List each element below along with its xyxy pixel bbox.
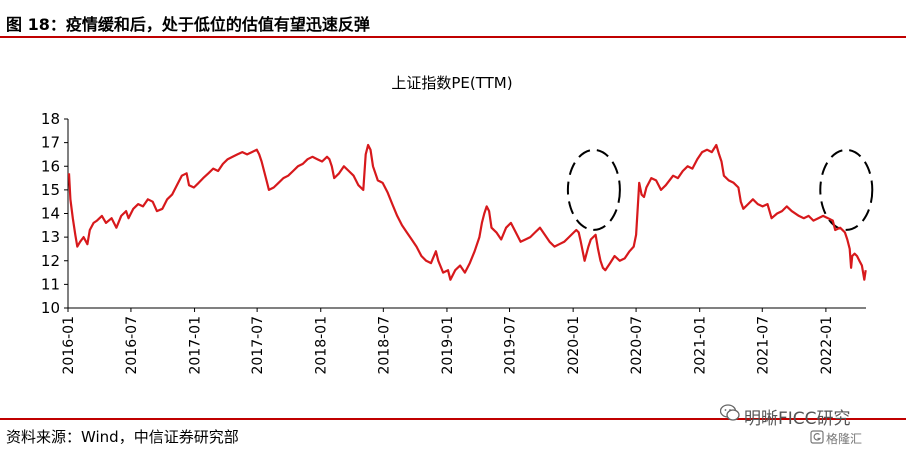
- chart-title: 上证指数PE(TTM): [391, 74, 512, 92]
- x-tick-label: 2022-01: [819, 316, 835, 375]
- footer-rule: [0, 418, 906, 420]
- y-tick-label: 15: [41, 181, 60, 199]
- y-tick-label: 13: [41, 228, 60, 246]
- x-tick-label: 2017-01: [188, 316, 204, 375]
- series-line-pe: [67, 143, 867, 281]
- x-tick-label: 2019-07: [503, 316, 519, 375]
- x-tick-label: 2018-07: [376, 316, 392, 375]
- watermark-sub: 格隆汇: [826, 432, 863, 446]
- annotation-ellipse: [566, 148, 621, 231]
- x-tick-label: 2016-07: [124, 316, 140, 375]
- gelonghui-logo-icon: [810, 430, 824, 444]
- x-tick-label: 2020-07: [629, 316, 645, 375]
- annotation-ellipse: [819, 148, 874, 231]
- y-tick-label: 18: [41, 110, 60, 128]
- chart-series: [67, 143, 867, 281]
- x-tick-label: 2017-07: [250, 316, 266, 375]
- y-tick-label: 11: [41, 275, 60, 293]
- watermark-name: 明晰FICC研究: [744, 409, 851, 429]
- wechat-icon: [720, 404, 740, 421]
- x-tick-label: 2021-07: [755, 316, 771, 375]
- x-tick-label: 2018-01: [314, 316, 330, 375]
- y-tick-label: 12: [41, 252, 60, 270]
- chart-annotations: [566, 148, 874, 231]
- x-tick-label: 2019-01: [440, 316, 456, 375]
- pe-line-chart: 上证指数PE(TTM) 10 11 12 13 14 15 16 17 18 2016-01 201…: [41, 74, 874, 375]
- x-tick-label: 2020-01: [566, 316, 582, 375]
- y-tick-label: 16: [41, 157, 60, 175]
- x-tick-label: 2016-01: [61, 316, 77, 375]
- y-tick-label: 14: [41, 205, 60, 223]
- x-tick-label: 2021-01: [693, 316, 709, 375]
- watermark: 明晰FICC研究 格隆汇: [720, 400, 900, 452]
- header-rule: [0, 36, 906, 38]
- figure-title: 图 18：疫情缓和后，处于低位的估值有望迅速反弹: [6, 15, 370, 34]
- source-note: 资料来源：Wind，中信证券研究部: [6, 428, 239, 446]
- report-header: 图 18：疫情缓和后，处于低位的估值有望迅速反弹: [0, 0, 906, 38]
- y-tick-label: 10: [41, 299, 60, 317]
- chart-axes: 10 11 12 13 14 15 16 17 18 2016-01 2016-07 2017-01 2…: [41, 110, 866, 375]
- y-tick-label: 17: [41, 134, 60, 152]
